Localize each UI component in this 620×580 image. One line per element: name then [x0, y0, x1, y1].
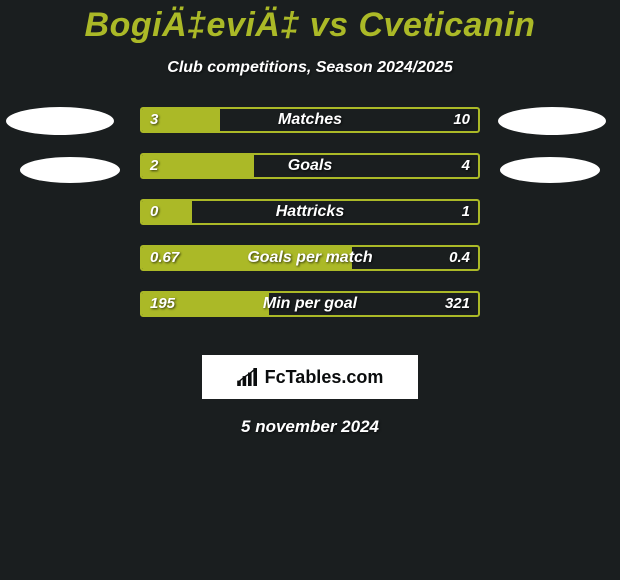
logo-box: FcTables.com [202, 355, 418, 399]
stat-label: Min per goal [140, 291, 480, 317]
stat-label: Matches [140, 107, 480, 133]
comparison-chart: 310Matches24Goals01Hattricks0.670.4Goals… [0, 107, 620, 337]
stat-label: Goals per match [140, 245, 480, 271]
stat-row: 01Hattricks [0, 199, 620, 245]
page-title: BogiÄ‡eviÄ‡ vs Cveticanin [0, 0, 620, 45]
stat-row: 310Matches [0, 107, 620, 153]
stat-row: 195321Min per goal [0, 291, 620, 337]
stat-label: Goals [140, 153, 480, 179]
logo-text: FcTables.com [265, 367, 384, 388]
page-subtitle: Club competitions, Season 2024/2025 [0, 59, 620, 77]
stat-row: 24Goals [0, 153, 620, 199]
stat-row: 0.670.4Goals per match [0, 245, 620, 291]
bars-icon [237, 368, 259, 386]
date-text: 5 november 2024 [0, 417, 620, 437]
stat-label: Hattricks [140, 199, 480, 225]
